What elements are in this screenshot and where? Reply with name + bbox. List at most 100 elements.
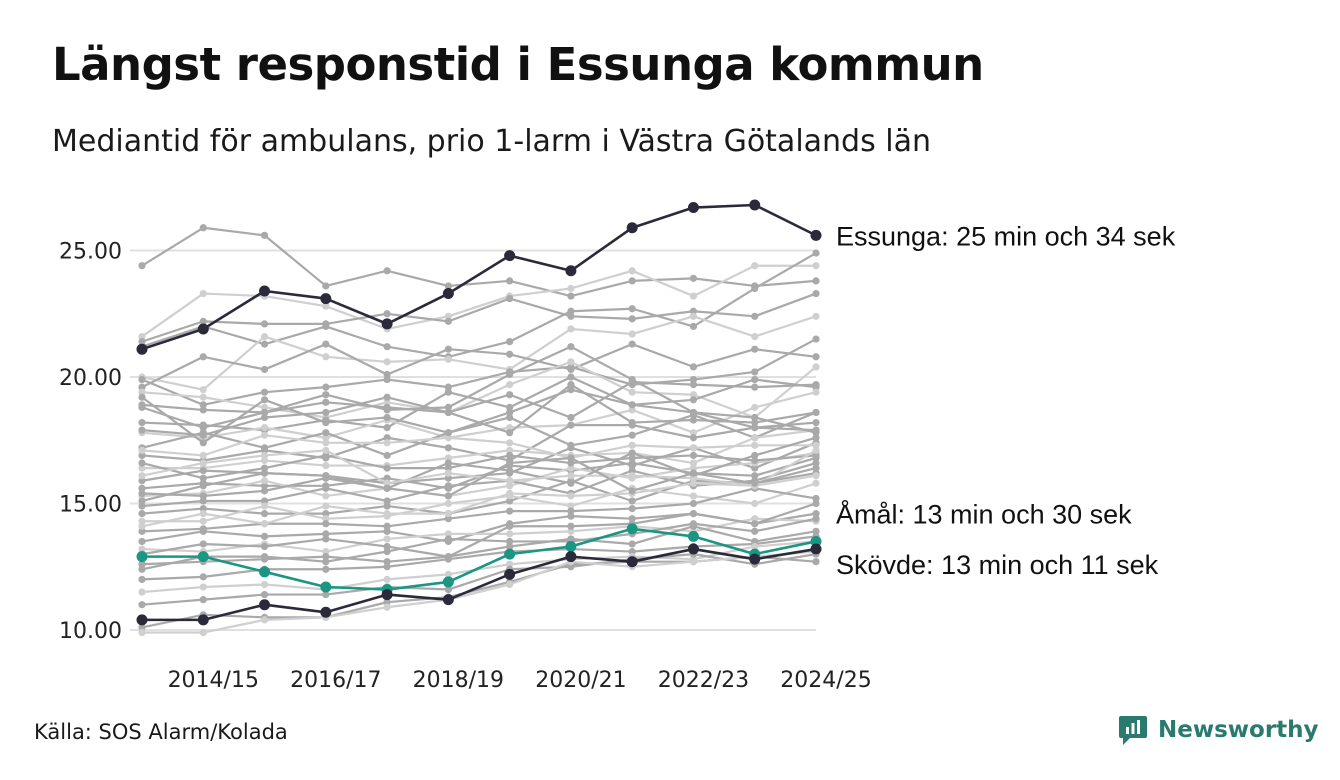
x-tick-label: 2016/17 bbox=[290, 668, 381, 693]
background-series-point bbox=[138, 472, 146, 480]
background-series-point bbox=[322, 590, 330, 599]
background-series-point bbox=[444, 403, 452, 411]
background-series-point bbox=[506, 497, 514, 505]
background-series-point bbox=[812, 418, 820, 427]
background-series-point bbox=[322, 510, 330, 518]
background-series-point bbox=[812, 335, 820, 343]
series-point-skövde bbox=[136, 614, 148, 626]
background-series-point bbox=[138, 484, 146, 492]
background-series-point bbox=[138, 332, 146, 341]
background-series-point bbox=[260, 396, 269, 404]
background-series-point bbox=[383, 310, 391, 318]
background-series-point bbox=[383, 393, 391, 401]
background-series-point bbox=[138, 375, 146, 384]
background-series-point bbox=[322, 515, 330, 523]
background-series-point bbox=[689, 434, 698, 442]
background-series-point bbox=[506, 429, 514, 437]
background-series-point bbox=[444, 454, 452, 462]
background-series-point bbox=[567, 325, 575, 333]
background-series-point bbox=[260, 403, 269, 411]
y-tick-label: 20.00 bbox=[59, 366, 122, 391]
background-series-point bbox=[506, 477, 514, 485]
background-series-point bbox=[506, 560, 514, 568]
background-series-point bbox=[444, 459, 452, 467]
background-series-point bbox=[689, 307, 698, 315]
background-series-group bbox=[138, 224, 820, 637]
background-series-point bbox=[751, 368, 759, 376]
background-series-point bbox=[260, 451, 269, 460]
background-series-point bbox=[444, 444, 452, 452]
background-series-point bbox=[260, 320, 269, 328]
background-series-point bbox=[567, 307, 575, 315]
background-series-point bbox=[260, 340, 269, 348]
background-series-point bbox=[260, 482, 269, 490]
background-series-line bbox=[141, 315, 817, 391]
newsworthy-logo-icon bbox=[1119, 716, 1147, 745]
background-series-point bbox=[322, 451, 330, 460]
background-series-point bbox=[199, 439, 207, 447]
series-point-essunga bbox=[259, 285, 271, 297]
series-point-essunga bbox=[504, 250, 516, 262]
background-series-point bbox=[628, 315, 636, 323]
background-series-point bbox=[812, 249, 820, 257]
background-series-line bbox=[141, 380, 817, 429]
background-series-point bbox=[689, 469, 698, 477]
background-series-point bbox=[506, 338, 514, 346]
background-series-line bbox=[141, 441, 817, 485]
background-series-point bbox=[751, 527, 759, 535]
background-series-point bbox=[689, 492, 698, 500]
background-series-point bbox=[260, 580, 269, 589]
background-series-point bbox=[138, 426, 146, 434]
background-series-point bbox=[628, 487, 636, 495]
background-series-point bbox=[322, 502, 330, 510]
background-series-point bbox=[812, 558, 820, 566]
background-series-line bbox=[141, 388, 817, 444]
background-series-point bbox=[199, 289, 207, 298]
background-series-point bbox=[689, 464, 698, 472]
background-series-point bbox=[199, 492, 207, 500]
background-series-point bbox=[322, 565, 330, 573]
background-series-point bbox=[138, 401, 146, 409]
background-series-point bbox=[506, 408, 514, 417]
background-series-point bbox=[628, 406, 636, 414]
background-series-point bbox=[751, 345, 759, 353]
background-series-point bbox=[751, 434, 759, 442]
background-series-line bbox=[141, 487, 817, 533]
background-series-point bbox=[628, 401, 636, 409]
series-line-åmål bbox=[142, 527, 817, 591]
background-series-point bbox=[260, 408, 269, 417]
background-series-point bbox=[812, 459, 820, 467]
background-series-point bbox=[383, 535, 391, 543]
background-series-point bbox=[444, 535, 452, 543]
background-series-point bbox=[689, 274, 698, 282]
series-point-skövde bbox=[749, 553, 761, 565]
background-series-point bbox=[322, 492, 330, 500]
background-series-point bbox=[322, 282, 330, 290]
background-series-line bbox=[142, 429, 817, 470]
background-series-point bbox=[383, 343, 391, 351]
background-series-point bbox=[751, 472, 759, 480]
y-tick-label: 25.00 bbox=[59, 240, 122, 265]
background-series-point bbox=[383, 484, 391, 492]
background-series-point bbox=[383, 497, 391, 505]
background-series-point bbox=[138, 545, 146, 553]
background-series-point bbox=[689, 363, 698, 371]
background-series-point bbox=[383, 451, 391, 460]
brand-logo[interactable]: Newsworthy bbox=[1118, 714, 1319, 746]
background-series-point bbox=[567, 421, 575, 429]
series-point-skövde bbox=[687, 543, 699, 555]
series-labels: Essunga: 25 min och 34 sek Åmål: 13 min o… bbox=[836, 221, 1176, 580]
background-series-point bbox=[751, 456, 759, 465]
x-tick-label: 2014/15 bbox=[168, 668, 259, 693]
background-series-point bbox=[628, 375, 636, 384]
background-series-point bbox=[138, 623, 146, 632]
background-series-point bbox=[506, 482, 514, 490]
background-series-point bbox=[199, 406, 207, 414]
background-series-point bbox=[812, 446, 820, 454]
background-series-point bbox=[138, 560, 146, 568]
background-series-point bbox=[260, 231, 269, 239]
background-series-point bbox=[199, 421, 207, 429]
series-point-åmål bbox=[442, 576, 454, 588]
background-series-point bbox=[506, 580, 514, 589]
background-series-point bbox=[812, 472, 820, 480]
